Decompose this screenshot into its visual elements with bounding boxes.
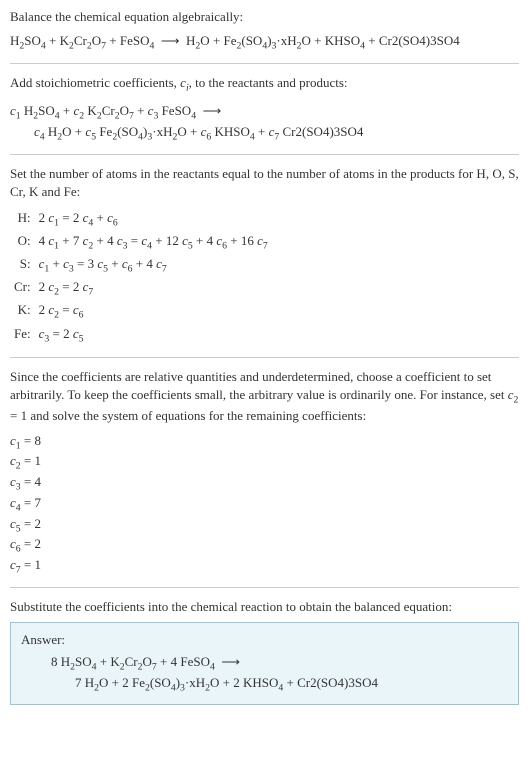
table-row: O:4 c1 + 7 c2 + 4 c3 = c4 + 12 c5 + 4 c6… [10, 231, 272, 254]
answer-line1: 8 H2SO4 + K2Cr2O7 + 4 FeSO4 ⟶ [51, 653, 508, 674]
element-label: Cr: [10, 277, 35, 300]
table-row: Cr:2 c2 = 2 c7 [10, 277, 272, 300]
coefficient-value: c6 = 2 [10, 535, 519, 556]
table-row: S:c1 + c3 = 3 c5 + c6 + 4 c7 [10, 254, 272, 277]
coefficient-value: c7 = 1 [10, 556, 519, 577]
element-equation: 2 c2 = 2 c7 [35, 277, 272, 300]
equation-text: H2SO4 + K2Cr2O7 + FeSO4 ⟶ H2O + Fe2(SO4)… [10, 33, 460, 48]
table-row: K:2 c2 = c6 [10, 300, 272, 323]
atom-equations-table: H:2 c1 = 2 c4 + c6 O:4 c1 + 7 c2 + 4 c3 … [10, 208, 272, 347]
coefficient-value: c1 = 8 [10, 432, 519, 453]
stoich-line1: c1 H2SO4 + c2 K2Cr2O7 + c3 FeSO4 ⟶ [10, 102, 519, 123]
balanced-equation: 8 H2SO4 + K2Cr2O7 + 4 FeSO4 ⟶ 7 H2O + 2 … [21, 653, 508, 695]
element-label: O: [10, 231, 35, 254]
divider [10, 357, 519, 358]
element-equation: 2 c1 = 2 c4 + c6 [35, 208, 272, 231]
element-label: Fe: [10, 324, 35, 347]
stoich-equation: c1 H2SO4 + c2 K2Cr2O7 + c3 FeSO4 ⟶ c4 H2… [10, 102, 519, 144]
table-row: Fe:c3 = 2 c5 [10, 324, 272, 347]
intro-text: Balance the chemical equation algebraica… [10, 8, 519, 26]
unbalanced-equation: H2SO4 + K2Cr2O7 + FeSO4 ⟶ H2O + Fe2(SO4)… [10, 32, 519, 53]
coefficient-value: c2 = 1 [10, 452, 519, 473]
element-label: K: [10, 300, 35, 323]
element-equation: 4 c1 + 7 c2 + 4 c3 = c4 + 12 c5 + 4 c6 +… [35, 231, 272, 254]
coefficients-intro: Since the coefficients are relative quan… [10, 368, 519, 426]
coefficient-value: c3 = 4 [10, 473, 519, 494]
element-equation: c3 = 2 c5 [35, 324, 272, 347]
stoich-line2: c4 H2O + c5 Fe2(SO4)3·xH2O + c6 KHSO4 + … [10, 123, 519, 144]
element-equation: c1 + c3 = 3 c5 + c6 + 4 c7 [35, 254, 272, 277]
coefficient-value: c4 = 7 [10, 494, 519, 515]
atoms-intro: Set the number of atoms in the reactants… [10, 165, 519, 201]
divider [10, 587, 519, 588]
answer-box: Answer: 8 H2SO4 + K2Cr2O7 + 4 FeSO4 ⟶ 7 … [10, 622, 519, 705]
substitute-text: Substitute the coefficients into the che… [10, 598, 519, 616]
stoich-intro: Add stoichiometric coefficients, ci, to … [10, 74, 519, 95]
divider [10, 63, 519, 64]
divider [10, 154, 519, 155]
element-equation: 2 c2 = c6 [35, 300, 272, 323]
coefficients-list: c1 = 8 c2 = 1 c3 = 4 c4 = 7 c5 = 2 c6 = … [10, 432, 519, 577]
answer-line2: 7 H2O + 2 Fe2(SO4)3·xH2O + 2 KHSO4 + Cr2… [51, 674, 508, 695]
table-row: H:2 c1 = 2 c4 + c6 [10, 208, 272, 231]
coefficient-value: c5 = 2 [10, 515, 519, 536]
element-label: S: [10, 254, 35, 277]
answer-label: Answer: [21, 631, 508, 649]
element-label: H: [10, 208, 35, 231]
